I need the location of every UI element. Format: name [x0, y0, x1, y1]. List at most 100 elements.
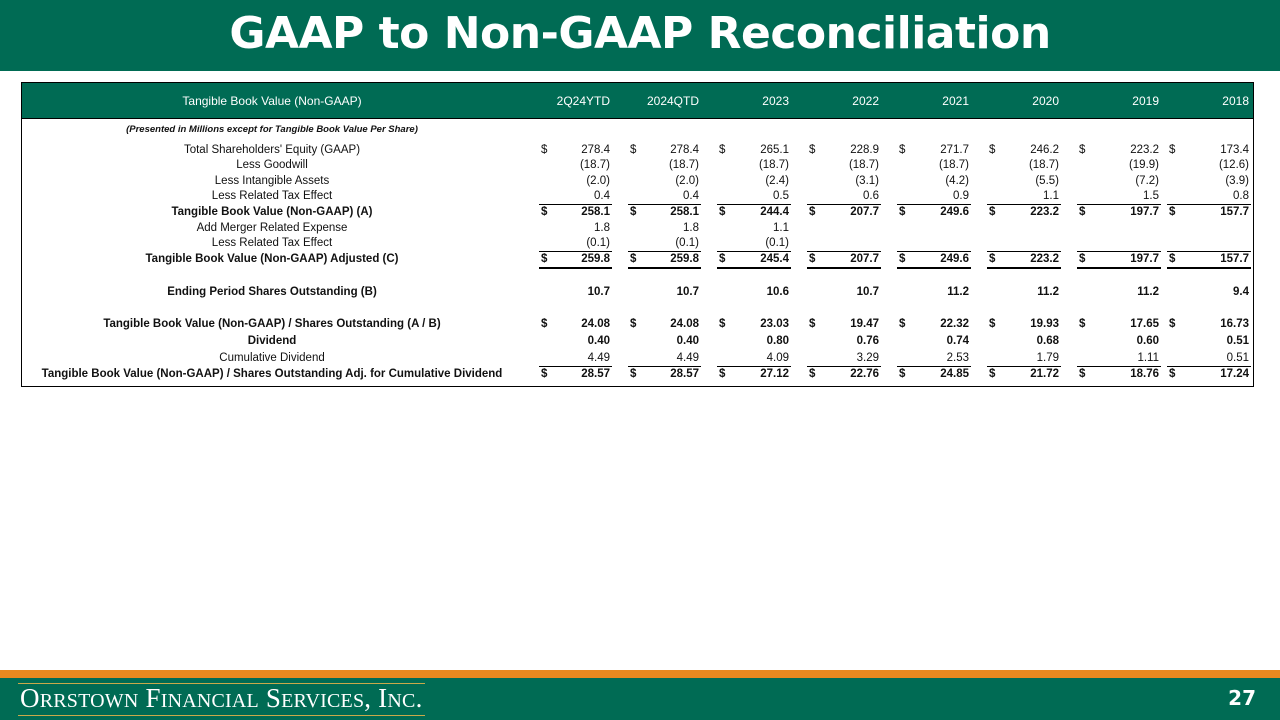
underline-rule: [628, 267, 701, 269]
cell-value: 22.76: [850, 368, 879, 380]
table-row: Add Merger Related Expense 1.8 1.8 1.1: [22, 220, 1253, 236]
cell-value: (18.7): [758, 159, 789, 171]
underline-rule: [1077, 204, 1161, 205]
dollar-sign: $: [719, 253, 726, 265]
cell-value: (3.9): [1225, 175, 1249, 187]
cell-value: 0.40: [676, 335, 699, 347]
cell-value: 157.7: [1220, 253, 1249, 265]
column-header-2022: 2022: [852, 94, 879, 108]
row-label: Less Related Tax Effect: [211, 190, 333, 202]
cell-value: 11.2: [1037, 286, 1059, 298]
cell-value: 22.32: [940, 318, 969, 330]
table-row: Less Intangible Assets (2.0) (2.0) (2.4) (3.…: [22, 173, 1253, 189]
cell-value: (7.2): [1135, 175, 1159, 187]
cell-value: 0.60: [1136, 335, 1159, 347]
underline-rule: [539, 204, 612, 205]
row-label: Tangible Book Value (Non-GAAP) / Shares …: [41, 368, 503, 380]
cell-value: (2.0): [586, 175, 610, 187]
cell-value: (0.1): [675, 237, 699, 249]
cell-value: 249.6: [940, 206, 969, 218]
cell-value: 11.2: [947, 286, 969, 298]
column-header-2018: 2018: [1222, 94, 1249, 108]
column-header-2020: 2020: [1032, 94, 1059, 108]
dollar-sign: $: [989, 318, 996, 330]
cell-value: 23.03: [760, 318, 789, 330]
header-label: Tangible Book Value (Non-GAAP): [182, 94, 362, 108]
dollar-sign: $: [809, 368, 816, 380]
underline-rule: [539, 251, 612, 252]
dollar-sign: $: [630, 318, 637, 330]
dollar-sign: $: [809, 206, 816, 218]
cell-value: 259.8: [670, 253, 699, 265]
table-row: Less Related Tax Effect (0.1) (0.1) (0.1): [22, 235, 1253, 251]
cell-value: 1.11: [1137, 352, 1159, 364]
cell-value: 258.1: [581, 206, 610, 218]
table-row: Total Shareholders' Equity (GAAP) $278.4 $…: [22, 142, 1253, 158]
cell-value: 249.6: [940, 253, 969, 265]
dollar-sign: $: [541, 253, 548, 265]
underline-rule: [1077, 366, 1161, 367]
cell-value: 2.53: [946, 352, 969, 364]
cell-value: (19.9): [1128, 159, 1159, 171]
cell-value: (0.1): [586, 237, 610, 249]
cell-value: 19.93: [1030, 318, 1059, 330]
column-header-2024qtd: 2024QTD: [646, 94, 699, 108]
cell-value: 223.2: [1030, 206, 1059, 218]
dollar-sign: $: [1169, 253, 1176, 265]
cell-value: 24.85: [940, 368, 969, 380]
underline-rule: [987, 251, 1061, 252]
cell-value: 18.76: [1130, 368, 1159, 380]
dollar-sign: $: [541, 368, 548, 380]
cell-value: 246.2: [1030, 144, 1059, 156]
cell-value: 10.6: [766, 286, 789, 298]
cell-value: 17.24: [1220, 368, 1249, 380]
dollar-sign: $: [809, 253, 816, 265]
cell-value: (2.0): [675, 175, 699, 187]
cell-value: 245.4: [760, 253, 789, 265]
dollar-sign: $: [899, 206, 906, 218]
underline-rule: [897, 204, 971, 205]
dollar-sign: $: [719, 368, 726, 380]
table-row: Less Related Tax Effect 0.4 0.4 0.5 0.6 0.9 1.…: [22, 188, 1253, 204]
cell-value: (18.7): [579, 159, 610, 171]
cell-value: (18.7): [1028, 159, 1059, 171]
underline-rule: [717, 366, 791, 367]
cell-value: 0.8: [1233, 190, 1249, 202]
underline-rule: [1167, 267, 1251, 269]
cell-value: 10.7: [856, 286, 879, 298]
cell-value: 3.29: [856, 352, 879, 364]
underline-rule: [1167, 251, 1251, 252]
cell-value: (12.6): [1218, 159, 1249, 171]
footer-bar: [0, 678, 1280, 720]
cell-value: (18.7): [848, 159, 879, 171]
cell-value: 10.7: [587, 286, 610, 298]
row-label: Less Related Tax Effect: [211, 237, 333, 249]
dollar-sign: $: [719, 144, 726, 156]
cell-value: 0.9: [953, 190, 969, 202]
dollar-sign: $: [1079, 253, 1086, 265]
underline-rule: [807, 251, 881, 252]
cell-value: (4.2): [945, 175, 969, 187]
cell-value: 4.09: [766, 352, 789, 364]
title-bar: GAAP to Non-GAAP Reconciliation: [0, 0, 1280, 71]
dollar-sign: $: [1169, 206, 1176, 218]
table-row: Less Goodwill (18.7) (18.7) (18.7) (18.7) (18…: [22, 157, 1253, 173]
table-row: Tangible Book Value (Non-GAAP) / Shares …: [22, 366, 1253, 382]
table-row: Tangible Book Value (Non-GAAP) (A) $258.1…: [22, 204, 1253, 220]
cell-value: 0.5: [773, 190, 789, 202]
cell-value: 24.08: [581, 318, 610, 330]
table-row: Tangible Book Value (Non-GAAP) Adjusted …: [22, 251, 1253, 267]
footer-accent-stripe: [0, 670, 1280, 678]
cell-value: 11.2: [1137, 286, 1159, 298]
dollar-sign: $: [630, 144, 637, 156]
cell-value: 1.8: [683, 222, 699, 234]
cell-value: (5.5): [1035, 175, 1059, 187]
row-label: Cumulative Dividend: [219, 352, 325, 364]
underline-rule: [628, 251, 701, 252]
dollar-sign: $: [630, 253, 637, 265]
cell-value: 173.4: [1220, 144, 1249, 156]
cell-value: 228.9: [850, 144, 879, 156]
dollar-sign: $: [1079, 144, 1086, 156]
cell-value: 0.51: [1226, 352, 1249, 364]
dollar-sign: $: [809, 144, 816, 156]
